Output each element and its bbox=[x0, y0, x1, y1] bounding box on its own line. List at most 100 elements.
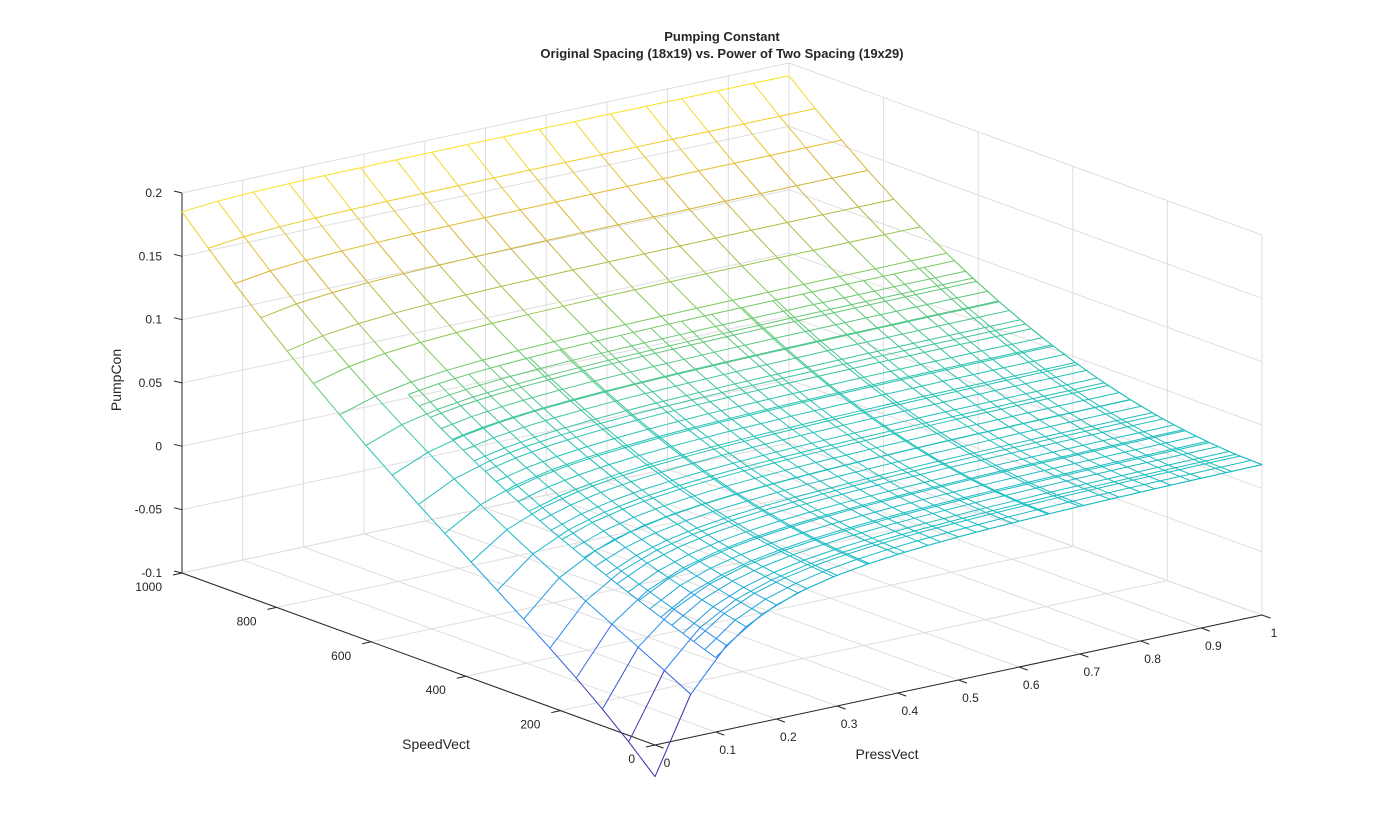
mesh-segment bbox=[675, 475, 712, 487]
mesh-segment bbox=[845, 544, 876, 556]
mesh-segment bbox=[663, 495, 695, 507]
mesh-segment bbox=[1082, 444, 1095, 452]
mesh-segment bbox=[765, 485, 778, 493]
mesh-segment bbox=[627, 178, 664, 187]
mesh-segment bbox=[820, 332, 857, 342]
mesh-segment bbox=[286, 335, 323, 352]
mesh-segment bbox=[792, 554, 805, 561]
mesh-segment bbox=[559, 483, 590, 497]
mesh-segment bbox=[696, 516, 728, 529]
mesh-segment bbox=[801, 532, 813, 540]
mesh-segment bbox=[891, 316, 928, 326]
mesh-segment bbox=[772, 293, 803, 302]
mesh-segment bbox=[243, 236, 271, 272]
mesh-segment bbox=[924, 260, 955, 268]
mesh-segment bbox=[553, 341, 581, 368]
mesh-segment bbox=[501, 277, 538, 287]
mesh-segment bbox=[796, 350, 828, 359]
mesh-segment bbox=[639, 455, 651, 465]
mesh-segment bbox=[358, 312, 395, 325]
mesh-segment bbox=[835, 324, 848, 335]
mesh-segment bbox=[907, 320, 919, 331]
mesh-segment bbox=[650, 463, 662, 473]
mesh-segment bbox=[679, 585, 692, 594]
mesh-segment bbox=[814, 554, 846, 566]
mesh-segment bbox=[710, 554, 742, 569]
mesh-segment bbox=[858, 198, 895, 208]
mesh-segment bbox=[811, 363, 848, 373]
mesh-segment bbox=[578, 464, 610, 476]
mesh-segment bbox=[895, 432, 908, 442]
mesh-segment bbox=[887, 447, 918, 456]
mesh-segment bbox=[955, 507, 987, 516]
mesh-segment bbox=[936, 519, 968, 529]
mesh-segment bbox=[580, 358, 617, 368]
mesh-segment bbox=[878, 475, 891, 483]
mesh-segment bbox=[1027, 497, 1059, 506]
mesh-segment bbox=[973, 367, 1004, 376]
mesh-segment bbox=[1030, 432, 1062, 441]
mesh-segment bbox=[944, 509, 957, 516]
mesh-segment bbox=[942, 478, 973, 487]
mesh-segment bbox=[884, 517, 915, 527]
mesh-segment bbox=[958, 446, 971, 455]
mesh-segment bbox=[508, 376, 545, 387]
mesh-segment bbox=[1143, 431, 1156, 438]
mesh-segment bbox=[455, 332, 483, 361]
mesh-segment bbox=[1011, 343, 1024, 354]
mesh-segment bbox=[1060, 425, 1092, 434]
mesh-segment bbox=[534, 427, 566, 438]
mesh-segment bbox=[868, 346, 900, 354]
mesh-segment bbox=[976, 281, 988, 292]
mesh-segment bbox=[934, 277, 947, 289]
mesh-segment bbox=[491, 314, 528, 324]
mesh-segment bbox=[823, 432, 855, 441]
mesh-segment bbox=[574, 121, 602, 156]
mesh-segment bbox=[1091, 425, 1103, 433]
mesh-segment bbox=[313, 383, 341, 416]
mesh-segment bbox=[589, 342, 602, 354]
mesh-segment bbox=[733, 327, 765, 336]
mesh-segment bbox=[658, 437, 671, 448]
mesh-segment bbox=[825, 569, 838, 576]
mesh-segment bbox=[313, 366, 350, 384]
mesh-segment bbox=[915, 287, 947, 296]
mesh-segment bbox=[917, 540, 929, 546]
mesh-segment bbox=[657, 570, 670, 579]
mesh-segment bbox=[754, 469, 786, 479]
mesh-segment bbox=[758, 382, 789, 391]
mesh-segment bbox=[772, 300, 784, 312]
z-tick-mark bbox=[173, 507, 183, 511]
mesh-segment bbox=[790, 415, 803, 425]
mesh-segment bbox=[692, 521, 729, 535]
mesh-segment bbox=[534, 400, 571, 412]
mesh-segment bbox=[794, 317, 822, 342]
mesh-segment bbox=[870, 487, 902, 497]
mesh-segment bbox=[812, 432, 825, 441]
mesh-segment bbox=[418, 405, 431, 418]
mesh-segment bbox=[558, 577, 586, 602]
mesh-segment bbox=[851, 509, 863, 516]
mesh-segment bbox=[964, 489, 995, 499]
side-wall-grid-line bbox=[788, 315, 1263, 489]
mesh-segment bbox=[865, 293, 902, 302]
mesh-segment bbox=[942, 455, 979, 465]
mesh-segment bbox=[1140, 405, 1153, 414]
mesh-segment bbox=[589, 483, 602, 493]
mesh-segment bbox=[716, 509, 728, 518]
mesh-segment bbox=[556, 446, 588, 457]
mesh-segment bbox=[743, 470, 756, 479]
mesh-segment bbox=[947, 440, 960, 448]
mesh-segment bbox=[782, 538, 813, 550]
mesh-segment bbox=[1046, 485, 1078, 494]
mesh-segment bbox=[1011, 445, 1042, 454]
mesh-segment bbox=[891, 324, 919, 348]
mesh-segment bbox=[896, 304, 927, 312]
mesh-segment bbox=[1099, 399, 1131, 407]
mesh-segment bbox=[625, 410, 638, 421]
mesh-segment bbox=[243, 226, 280, 238]
mesh-segment bbox=[865, 440, 877, 449]
mesh-segment bbox=[1000, 335, 1013, 345]
mesh-segment bbox=[915, 294, 928, 305]
mesh-segment bbox=[1005, 487, 1037, 496]
